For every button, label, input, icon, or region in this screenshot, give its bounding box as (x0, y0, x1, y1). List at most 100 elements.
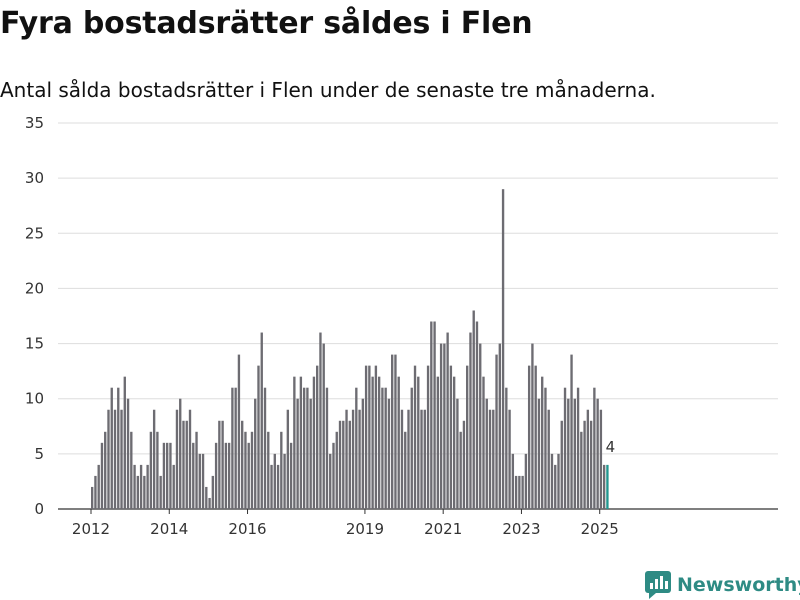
bar (501, 189, 505, 510)
y-tick-label: 20 (25, 279, 44, 297)
bar (547, 409, 550, 509)
newsworthy-chart-icon (645, 571, 671, 599)
bar (466, 365, 469, 509)
bar (397, 376, 400, 509)
bar (175, 409, 179, 509)
bar (260, 332, 263, 509)
bar (263, 387, 267, 509)
bar (172, 464, 175, 509)
bar (143, 475, 146, 509)
bar (423, 409, 426, 509)
bar (234, 387, 237, 509)
bar (293, 376, 296, 509)
bar (413, 365, 417, 509)
bar (276, 464, 280, 509)
bar (404, 431, 407, 509)
bar (335, 431, 338, 509)
bar (436, 376, 440, 509)
bar (322, 343, 325, 509)
bar (374, 365, 378, 509)
bar (521, 475, 524, 509)
bar (198, 453, 201, 509)
bar (410, 387, 413, 509)
bar (602, 464, 606, 509)
bar (449, 365, 453, 509)
bar (554, 464, 557, 509)
bar (433, 321, 436, 509)
bar (280, 431, 283, 509)
bar (332, 442, 335, 509)
bar (338, 420, 342, 509)
bar (149, 431, 153, 509)
bar (139, 464, 143, 509)
bar (205, 486, 208, 509)
bar (156, 431, 159, 509)
bar (270, 464, 273, 509)
bar (446, 332, 449, 509)
y-tick-label: 35 (25, 114, 44, 132)
bar (426, 365, 430, 509)
bar (201, 453, 205, 509)
x-tick-label: 2012 (72, 520, 110, 538)
bar (482, 376, 485, 509)
bar (257, 365, 260, 509)
bar (570, 354, 573, 509)
bar (319, 332, 322, 509)
bar (531, 343, 534, 509)
bar (534, 365, 537, 509)
bar (237, 354, 241, 509)
x-axis: 2012 2014 2016 2019 2021 2023 2025 (72, 509, 619, 538)
bar (247, 442, 250, 509)
x-tick-label: 2019 (346, 520, 384, 538)
bar (104, 431, 107, 509)
bar (596, 398, 599, 509)
bar (563, 387, 567, 509)
bar (488, 409, 492, 509)
bar (214, 442, 218, 509)
bar (495, 354, 498, 509)
bar (355, 387, 358, 509)
bar (146, 464, 149, 509)
bar (169, 442, 172, 509)
bar (452, 376, 456, 509)
bar (361, 398, 365, 509)
bar (462, 420, 466, 509)
bar (498, 343, 501, 509)
bar (557, 453, 560, 509)
bar (514, 475, 518, 509)
bar (110, 387, 113, 509)
bar (505, 387, 508, 509)
bar (299, 376, 303, 509)
annotations: 4 (606, 438, 616, 456)
x-tick-label: 2016 (228, 520, 266, 538)
y-tick-label: 30 (25, 169, 44, 187)
bar (537, 398, 541, 509)
bar (126, 398, 130, 509)
bar (224, 442, 228, 509)
bar (567, 398, 570, 509)
bar (192, 442, 195, 509)
y-tick-label: 15 (25, 335, 44, 353)
bar (443, 343, 446, 509)
bar (387, 398, 391, 509)
bar (345, 409, 348, 509)
bar (377, 376, 381, 509)
bar (296, 398, 299, 509)
bar (182, 420, 185, 509)
bar (286, 409, 290, 509)
bar (254, 398, 257, 509)
y-axis-labels: 0 5 10 15 20 25 30 35 (25, 114, 44, 518)
bar (518, 475, 521, 509)
bar (348, 420, 351, 509)
bar (417, 376, 420, 509)
y-tick-label: 0 (34, 500, 44, 518)
bar (381, 387, 384, 509)
bar (302, 387, 306, 509)
bar (289, 442, 293, 509)
bar (312, 376, 316, 509)
bar (162, 442, 166, 509)
bar (550, 453, 554, 509)
chart-subtitle: Antal sålda bostadsrätter i Flen under d… (0, 78, 656, 102)
bar (136, 475, 140, 509)
